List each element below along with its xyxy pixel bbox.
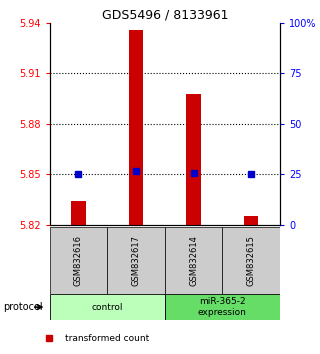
Bar: [129, 30, 143, 225]
Text: protocol: protocol: [3, 302, 43, 312]
Bar: [187, 94, 201, 225]
Text: GSM832614: GSM832614: [189, 235, 198, 286]
Title: GDS5496 / 8133961: GDS5496 / 8133961: [101, 9, 228, 22]
Bar: [222, 227, 280, 294]
Bar: [244, 216, 259, 225]
Bar: [107, 227, 165, 294]
Bar: [71, 201, 86, 225]
Text: GSM832616: GSM832616: [74, 235, 83, 286]
Bar: [50, 227, 107, 294]
Text: control: control: [92, 303, 123, 312]
Text: miR-365-2
expression: miR-365-2 expression: [198, 297, 247, 317]
Bar: [50, 294, 165, 320]
Text: transformed count: transformed count: [65, 333, 149, 343]
Text: GSM832617: GSM832617: [132, 235, 140, 286]
Bar: [165, 294, 280, 320]
Text: GSM832615: GSM832615: [247, 235, 256, 286]
Bar: [165, 227, 222, 294]
